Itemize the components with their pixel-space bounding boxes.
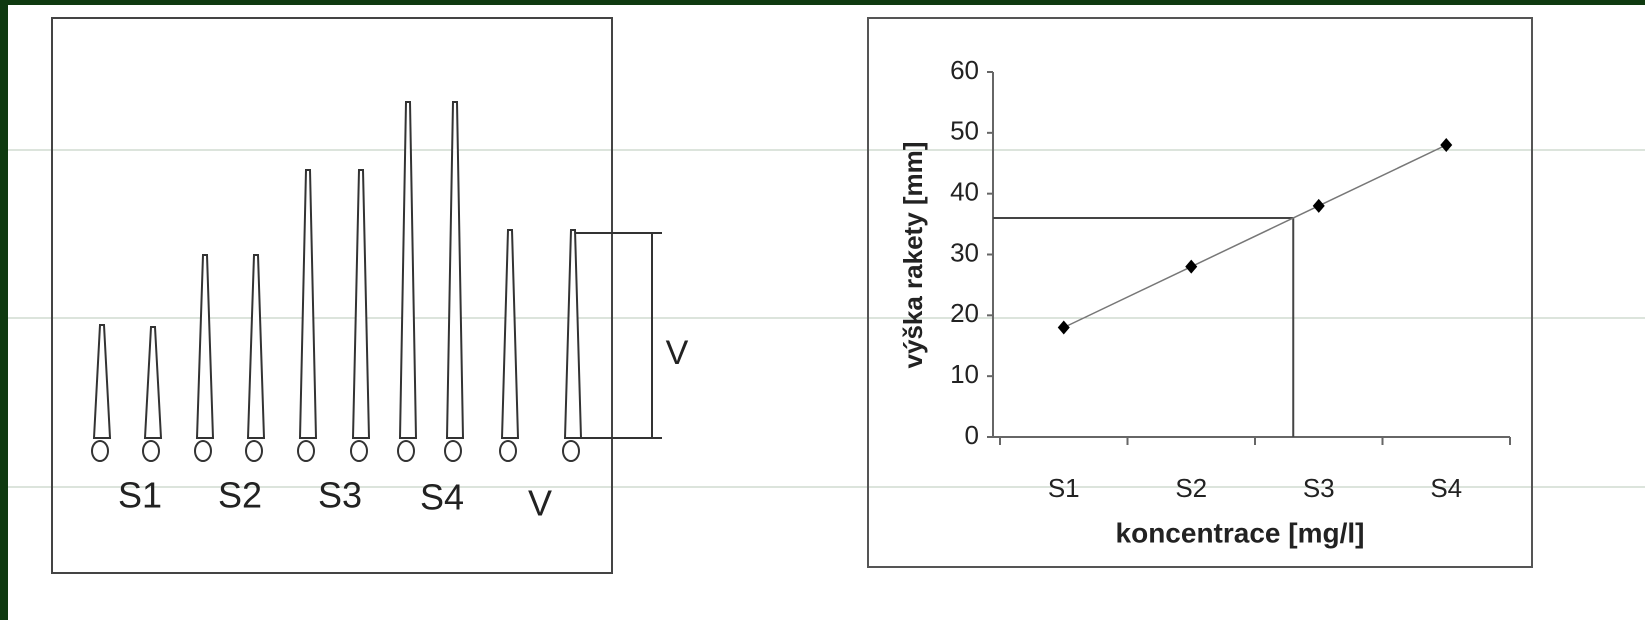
- well: [298, 441, 314, 461]
- sample-label: S3: [318, 475, 362, 516]
- well: [246, 441, 262, 461]
- slide: V koncentrace [mg/l] výška rakety [mm] S…: [0, 0, 1645, 620]
- well: [398, 441, 414, 461]
- well: [143, 441, 159, 461]
- x-tick-label: S4: [1430, 473, 1462, 503]
- y-axis-title: výška rakety [mm]: [898, 142, 928, 369]
- y-tick-label: 30: [950, 237, 979, 267]
- well: [351, 441, 367, 461]
- sample-label: V: [528, 483, 552, 524]
- x-tick-label: S2: [1175, 473, 1207, 503]
- well: [195, 441, 211, 461]
- well: [92, 441, 108, 461]
- x-tick-label: S3: [1303, 473, 1335, 503]
- well: [500, 441, 516, 461]
- well: [445, 441, 461, 461]
- y-tick-label: 50: [950, 116, 979, 146]
- x-tick-label: S1: [1048, 473, 1080, 503]
- y-tick-label: 60: [950, 55, 979, 85]
- well: [563, 441, 579, 461]
- sample-label: S1: [118, 475, 162, 516]
- sample-label: S4: [420, 477, 464, 518]
- y-tick-label: 10: [950, 359, 979, 389]
- x-axis-title: koncentrace [mg/l]: [1116, 517, 1365, 548]
- y-tick-label: 40: [950, 177, 979, 207]
- y-tick-label: 0: [965, 420, 979, 450]
- bracket-label: V: [666, 334, 689, 372]
- y-tick-label: 20: [950, 298, 979, 328]
- sample-label: S2: [218, 475, 262, 516]
